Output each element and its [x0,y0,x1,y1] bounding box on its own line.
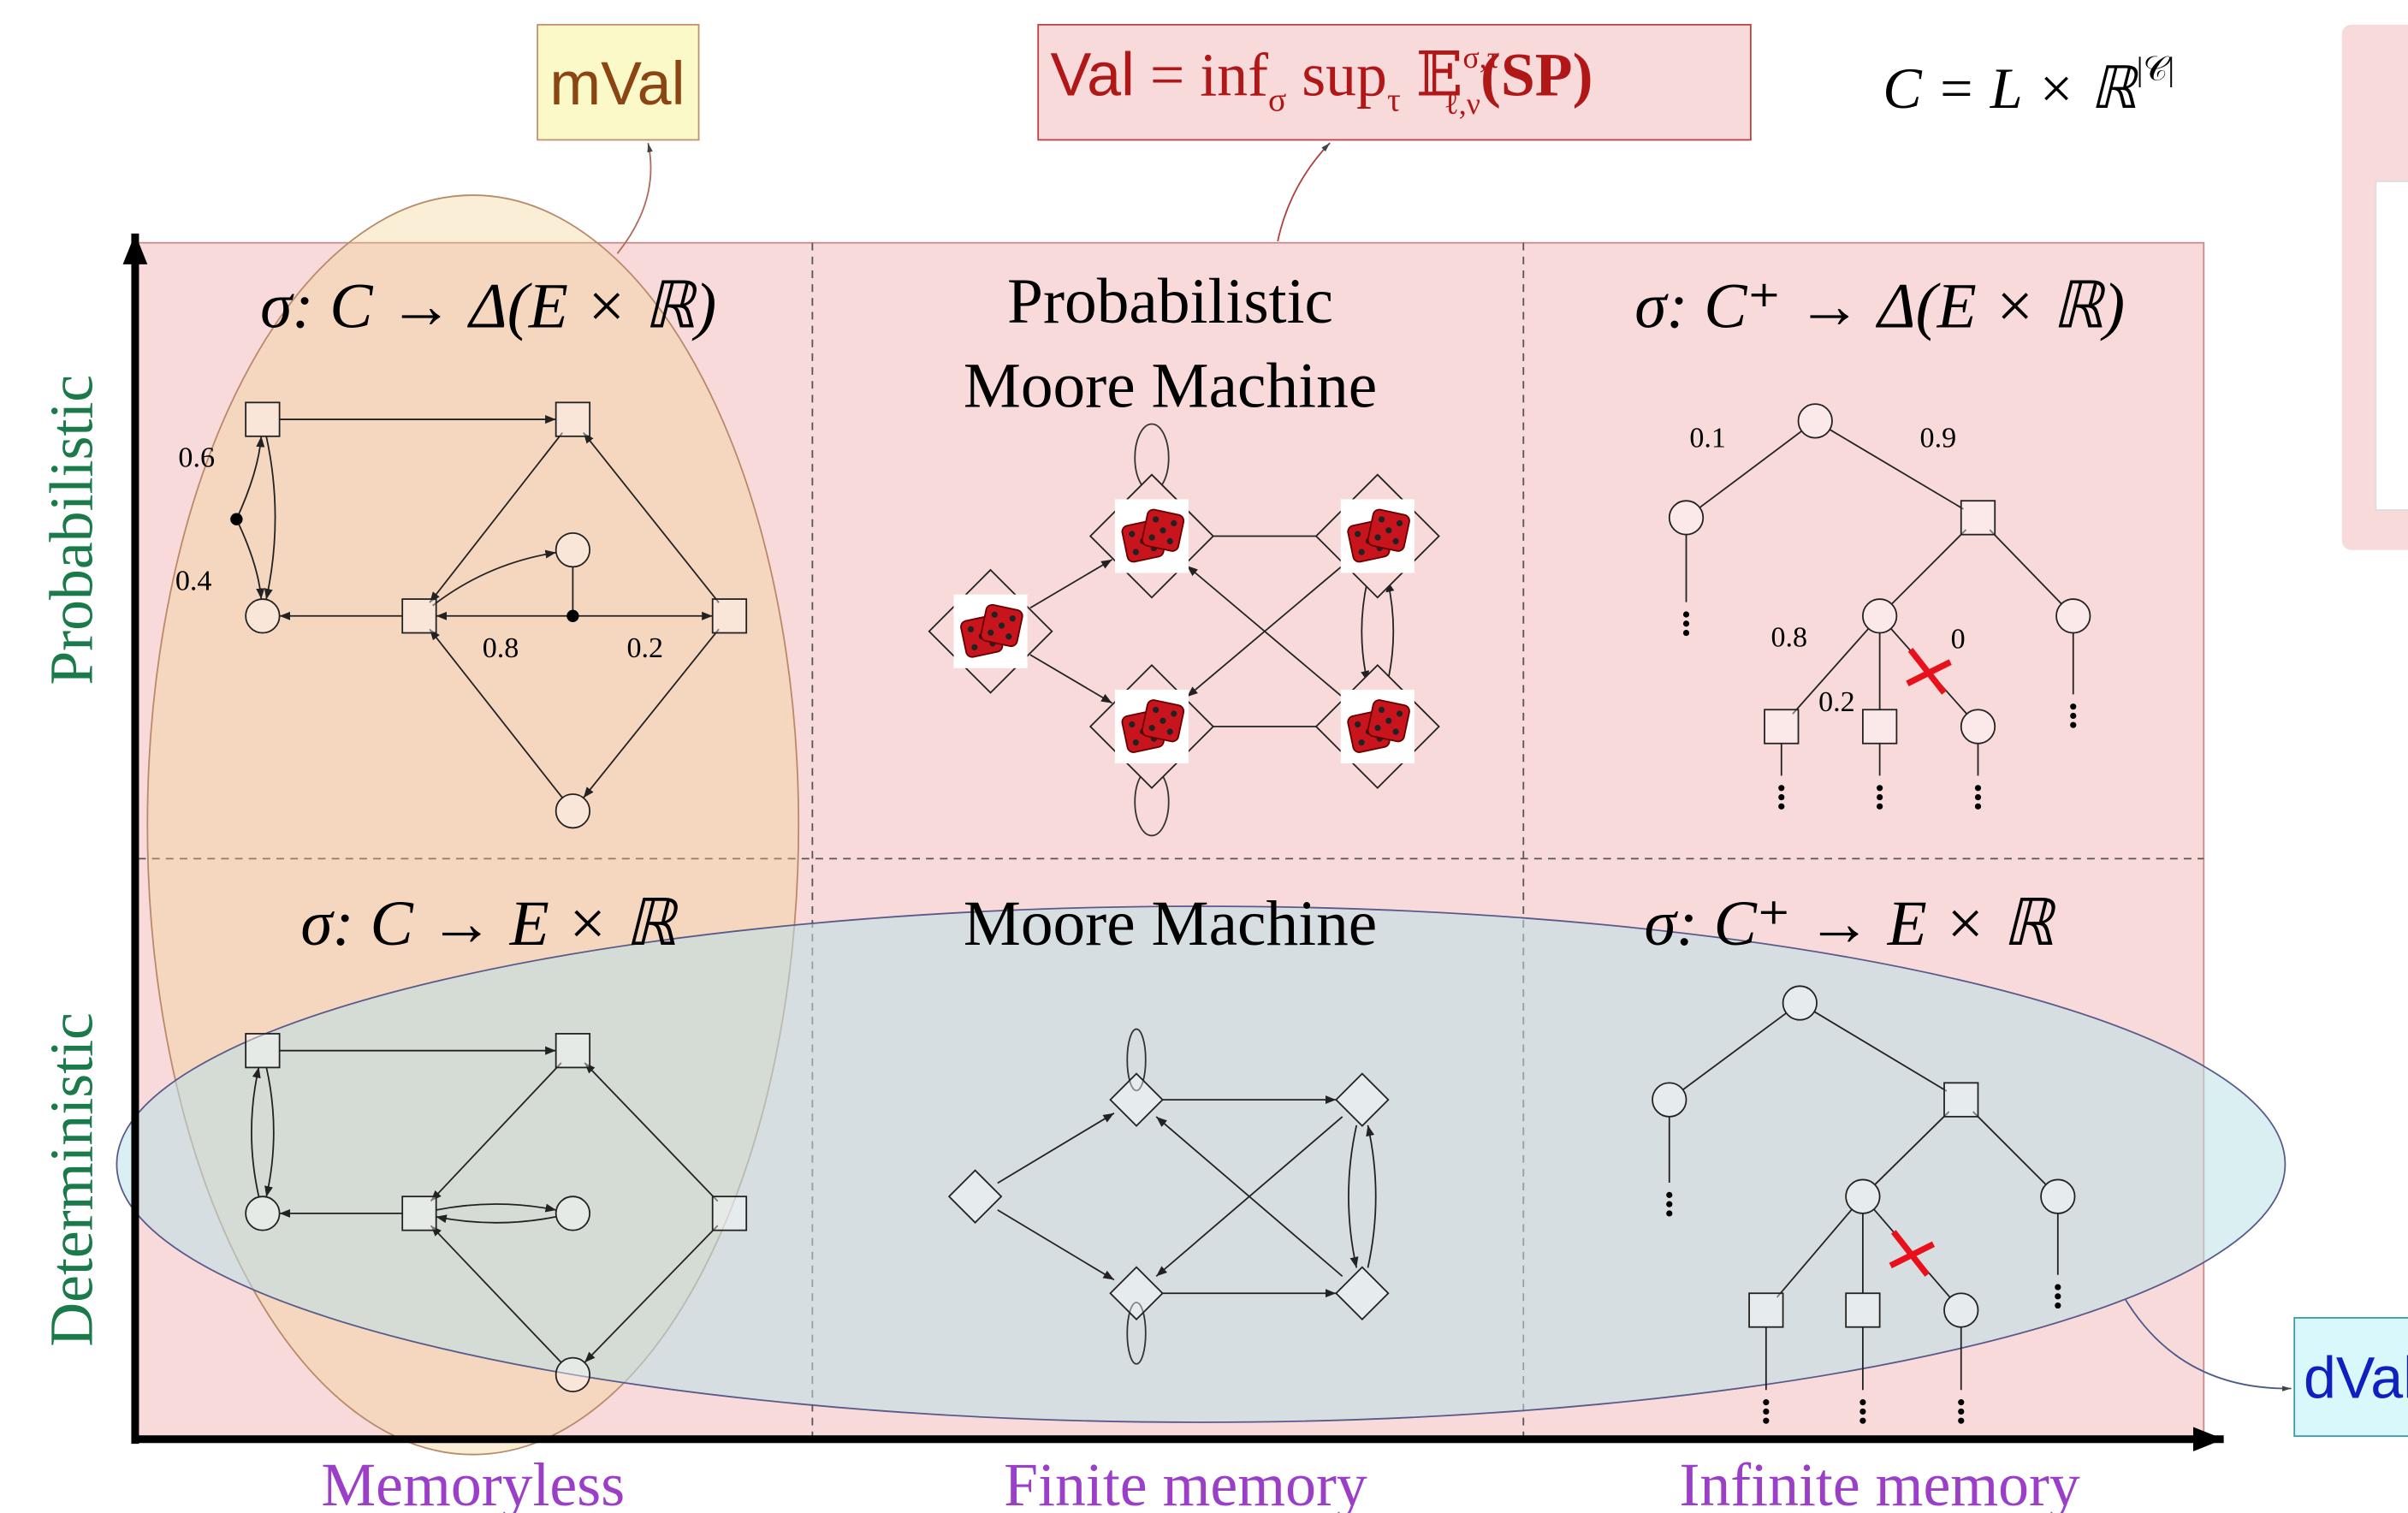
edge-label: 0.6 [178,442,215,474]
state-circle [1863,599,1896,632]
edge-label: 0.8 [483,632,519,664]
state-square [1749,1293,1782,1326]
ellipsis-dot [1958,1409,1964,1415]
cell-title: Moore Machine [964,351,1377,422]
edge-label: 0.1 [1689,422,1726,454]
die [1141,699,1184,743]
ellipsis-dot [1683,620,1689,626]
state-circle [556,1358,590,1391]
cell-title: Probabilistic [1007,266,1333,337]
ellipsis-dot [1778,794,1784,800]
ellipsis-dot [1859,1409,1865,1415]
diagram: mVal Val = infσ supτ 𝔼σ,τℓ,ν(SP) C = L ×… [0,0,2408,1513]
ellipsis-dot [1975,794,1981,800]
edge-label: 0.4 [175,565,212,596]
ellipsis-dot [1666,1202,1672,1207]
state-circle [1783,986,1817,1019]
state-square [246,1034,279,1067]
state-square [1863,709,1896,743]
connector [617,143,650,253]
state-space: C = L × ℝ|𝒞| [1883,50,2174,120]
ellipsis-dot [1859,1399,1865,1405]
ellipsis-dot [1975,785,1981,791]
ellipsis-dot [2055,1284,2061,1290]
ellipsis-dot [1778,804,1784,810]
ellipsis-dot [2055,1293,2061,1299]
cell-title: σ: C⁺ → E × ℝ [1645,888,2057,959]
ellipsis-dot [1683,630,1689,636]
die [1367,508,1410,552]
edge-label: 0.9 [1920,422,1957,454]
ellipsis-dot [1666,1210,1672,1216]
state-circle [556,533,590,567]
cell-title: σ: C⁺ → Δ(E × ℝ) [1634,270,2125,341]
val-formula: Val = infσ supτ 𝔼σ,τℓ,ν(SP) [1051,40,1593,121]
ellipsis-dot [2070,722,2076,728]
branch-point [230,513,242,525]
x-label: Finite memory [1004,1451,1367,1513]
die [980,603,1023,647]
ellipsis-dot [1975,804,1981,810]
ellipsis-dot [1763,1418,1769,1424]
state-circle [556,1196,590,1230]
ellipsis-dot [1877,785,1883,791]
page: mVal Val = infσ supτ 𝔼σ,τℓ,ν(SP) C = L ×… [0,0,2408,1513]
state-square [246,402,279,436]
ellipsis-dot [1859,1418,1865,1424]
ellipsis-dot [2070,713,2076,719]
y-label: Deterministic [38,1012,106,1347]
state-circle [1670,501,1703,534]
cell-title: σ: C → E × ℝ [300,888,679,959]
edge-label: 0.2 [626,632,663,664]
state-circle [246,1196,279,1230]
branch-point [566,610,578,622]
ellipsis-dot [1778,785,1784,791]
state-square [1961,501,1995,534]
cell-title: Moore Machine [964,888,1377,959]
dval-label: dVal [2304,1345,2408,1410]
x-label: Memoryless [321,1451,625,1513]
ellipsis-dot [1877,794,1883,800]
y-label: Probabilistic [38,375,106,685]
ellipsis-dot [1958,1399,1964,1405]
deterministic-region [116,906,2285,1422]
ellipsis-dot [1877,804,1883,810]
state-circle [1846,1179,1879,1213]
state-square [713,1196,746,1230]
edge-label: 0.2 [1818,686,1855,718]
die [1141,508,1184,552]
state-square [1944,1083,1978,1116]
state-circle [1799,404,1832,437]
state-square [402,1196,436,1230]
ellipsis-dot [2055,1302,2061,1308]
state-circle [1652,1083,1686,1116]
state-circle [246,599,279,632]
ellipsis-dot [1666,1192,1672,1198]
state-square [402,599,436,632]
state-circle [1961,709,1995,743]
edge-label: 0 [1951,623,1966,655]
cell-title: σ: C → Δ(E × ℝ) [260,270,716,341]
ellipsis-dot [2070,703,2076,709]
x-label: Infinite memory [1679,1451,2079,1513]
side-box-inner [2375,181,2408,510]
state-circle [1944,1293,1978,1326]
ellipsis-dot [1683,611,1689,617]
ellipsis-dot [1763,1409,1769,1415]
edge-label: 0.8 [1770,622,1807,654]
state-circle [2056,599,2090,632]
state-square [1764,709,1798,743]
state-circle [556,794,590,828]
state-square [1846,1293,1879,1326]
ellipsis-dot [1958,1418,1964,1424]
state-square [713,599,746,632]
mval-label: mVal [549,50,685,118]
state-square [556,402,590,436]
connector [1278,143,1330,241]
ellipsis-dot [1763,1399,1769,1405]
state-square [556,1034,590,1067]
state-circle [2041,1179,2074,1213]
die [1367,699,1410,743]
